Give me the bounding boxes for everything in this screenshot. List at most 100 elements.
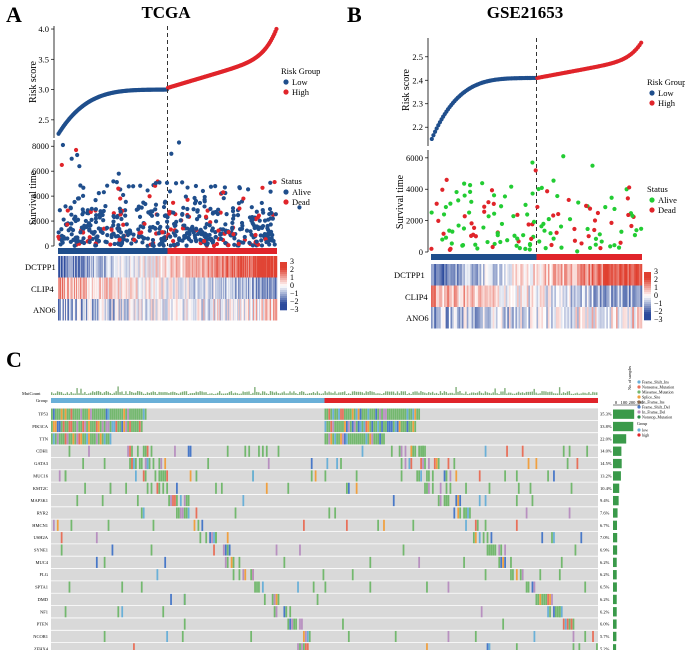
heatmap-cell <box>151 256 153 278</box>
heatmap-cell <box>185 256 187 278</box>
heatmap-cell <box>499 307 502 329</box>
oncoplot-mutation-cell <box>242 495 245 507</box>
heatmap-cell <box>78 299 81 321</box>
heatmap-cell <box>431 264 433 286</box>
survival-point <box>126 184 131 189</box>
heatmap-cell <box>145 299 147 321</box>
mutcount-bar <box>314 393 317 395</box>
heatmap-cell <box>176 299 178 321</box>
survival-point <box>213 219 219 224</box>
survival-point <box>161 243 166 248</box>
survival-point <box>231 213 236 218</box>
heatmap-cell <box>473 264 476 286</box>
survival-point <box>259 238 264 243</box>
heatmap-cell <box>212 277 214 299</box>
oncoplot-mutation-cell <box>301 618 303 630</box>
mutcount-bar <box>76 388 78 395</box>
mutcount-bar <box>537 393 539 395</box>
heatmap-cell <box>210 256 212 278</box>
oncoplot-mutation-cell <box>113 408 116 420</box>
heatmap-cell <box>158 256 160 278</box>
heatmap-cell <box>518 285 521 307</box>
survival-point <box>592 218 598 223</box>
mutcount-bar <box>86 393 88 395</box>
heatmap-cell <box>114 277 116 299</box>
heatmap-cell <box>606 285 609 307</box>
heatmap-cell <box>206 256 208 278</box>
panel-c: MutCount Group No. of samples 0 100 200 … <box>22 366 674 650</box>
oncoplot-mutation-cell <box>484 495 487 507</box>
survival-point <box>472 225 477 230</box>
mutcount-bar <box>242 391 244 395</box>
mutcount-bar <box>199 391 201 395</box>
heatmap-cell <box>110 277 113 299</box>
oncoplot-mutation-cell <box>144 458 147 470</box>
oncoplot-mutation-cell <box>539 593 542 605</box>
survival-point <box>121 192 126 198</box>
oncoplot-mutation-cell <box>570 482 573 494</box>
oncoplot-mutation-cell <box>353 408 356 420</box>
oncoplot-mutation-cell <box>166 470 169 482</box>
heatmap-cell <box>131 277 133 299</box>
heatmap-cell <box>208 277 210 299</box>
oncoplot-mutation-cell <box>357 408 360 420</box>
heatmap-cell <box>194 277 196 299</box>
heatmap-cell <box>198 277 200 299</box>
mutcount-bar <box>400 391 403 395</box>
mutcount-bar <box>355 391 358 395</box>
oncoplot-row-bg <box>51 605 598 618</box>
heatmap-cell <box>564 264 566 286</box>
oncoplot-mutation-cell <box>500 556 503 568</box>
heatmap-cell <box>507 285 510 307</box>
survival-point <box>498 204 504 209</box>
mutcount-bar <box>238 393 240 395</box>
oncoplot-mutation-cell <box>404 408 407 420</box>
survival-point <box>171 200 176 205</box>
survival-point <box>529 236 534 241</box>
oncoplot-mutation-cell <box>336 433 338 445</box>
mutcount-bar <box>547 392 549 395</box>
color-scale-cell <box>280 290 287 293</box>
survival-point <box>554 230 559 235</box>
color-scale-cell <box>644 288 651 291</box>
survival-point <box>123 213 128 218</box>
heatmap-cell <box>635 307 638 329</box>
heatmap-cell <box>541 307 544 329</box>
heatmap-cell <box>247 299 249 321</box>
survival-point <box>98 229 103 234</box>
color-scale-cell <box>280 266 287 269</box>
survival-point <box>627 185 632 190</box>
oncoplot-mutation-cell <box>148 458 151 470</box>
heatmap-cell <box>165 277 167 299</box>
heatmap-cell <box>575 285 578 307</box>
oncoplot-mutation-cell <box>150 544 153 556</box>
oncoplot-mutation-cell <box>146 445 149 457</box>
heatmap-cell <box>74 299 77 321</box>
mutcount-bar <box>418 392 420 395</box>
heatmap-cell <box>172 299 174 321</box>
mutcount-bar <box>482 393 485 395</box>
heatmap-cell <box>128 277 130 299</box>
oncoplot-mutation-cell <box>330 408 333 420</box>
oncoplot-mutation-cell <box>289 618 292 630</box>
risk-y-tick-label: 2.2 <box>412 122 423 132</box>
survival-point <box>182 234 187 239</box>
oncoplot-mutation-cell <box>162 482 165 494</box>
heatmap-cell <box>59 299 62 321</box>
oncoplot-mutation-cell <box>60 544 63 556</box>
oncoplot-mutation-cell <box>439 495 442 507</box>
oncoplot-mutation-cell <box>527 458 530 470</box>
survival-point <box>254 209 259 214</box>
oncoplot-mutation-cell <box>547 606 549 618</box>
oncoplot-mutation-cell <box>498 544 501 556</box>
heatmap-cell <box>552 264 555 286</box>
mutcount-bar <box>248 391 250 395</box>
heatmap-cell <box>91 256 94 278</box>
heatmap-cell <box>463 285 466 307</box>
oncoplot-mutation-cell <box>136 495 139 507</box>
mutcount-bar <box>51 392 53 395</box>
heatmap-cell <box>213 299 215 321</box>
oncoplot-mutation-cell <box>303 643 305 650</box>
oncoplot-mutation-cell <box>412 519 415 531</box>
survival-point <box>616 245 622 250</box>
